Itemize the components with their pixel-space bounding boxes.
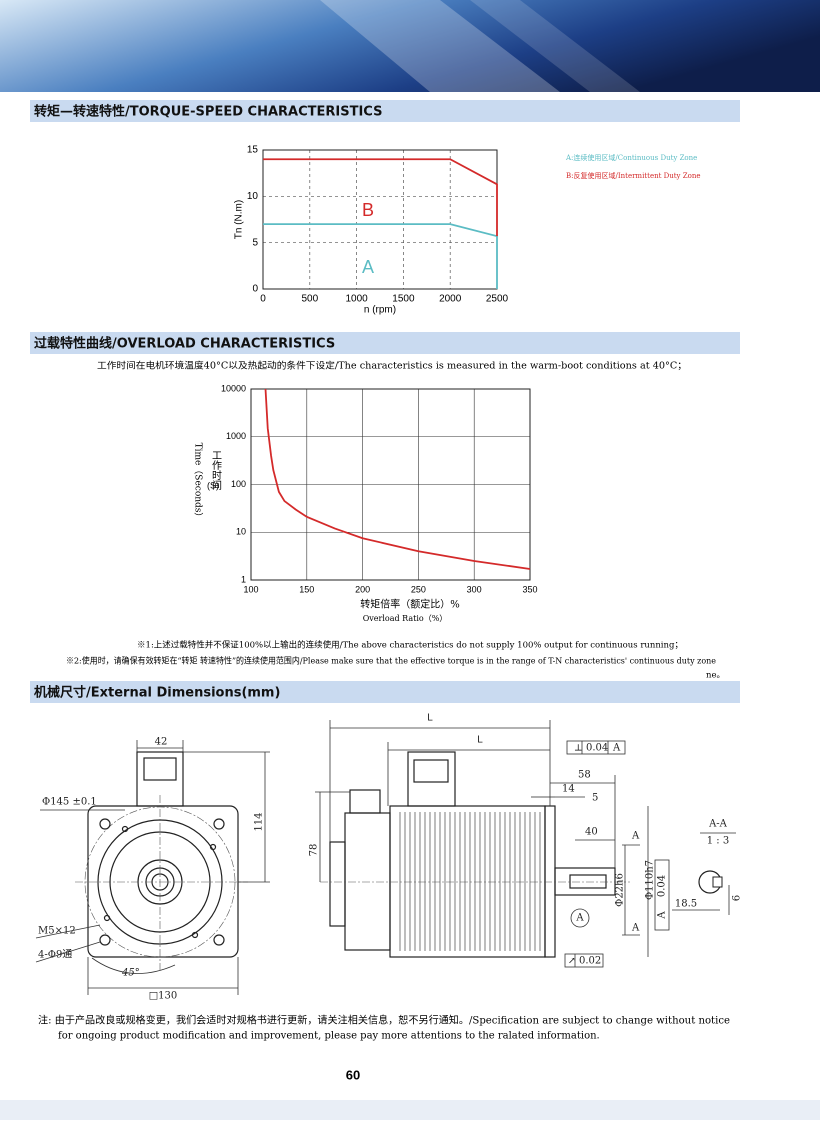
dimension-label: A [575, 913, 584, 924]
dimension-label: M5×12 [38, 926, 76, 937]
dimension-label: 5 [592, 793, 598, 804]
y-tick-label: 10000 [221, 383, 246, 393]
y-tick-label: 1 [241, 574, 246, 584]
series-line [263, 158, 498, 237]
dimension-label: 0.04 [657, 875, 668, 897]
dimension-label: 6 [732, 895, 743, 901]
side-view: ⊥ ↗ [315, 720, 736, 968]
x-tick-label: 200 [355, 584, 370, 594]
dimension-label: 58 [578, 770, 591, 781]
y-tick-label: 10 [236, 527, 246, 537]
front-view [35, 740, 270, 995]
annotation: A [362, 257, 374, 277]
x-tick-label: 100 [243, 584, 258, 594]
dimension-label: Φ145 ±0.1 [42, 797, 97, 808]
section-title: 转矩—转速特性/TORQUE-SPEED CHARACTERISTICS [34, 104, 382, 120]
section-bar [30, 332, 740, 354]
y-axis-label: (S) [207, 480, 219, 490]
series-line [263, 223, 498, 289]
y-tick-label: 0 [252, 284, 258, 295]
section-title: 机械尺寸/External Dimensions(mm) [34, 685, 280, 701]
legend-entry: A:连续使用区域/Continuous Duty Zone [565, 153, 697, 162]
dimension-label: 0.04 [586, 743, 608, 754]
svg-text:↗: ↗ [568, 957, 576, 967]
dimension-label: 40 [585, 827, 598, 838]
x-tick-label: 150 [299, 584, 314, 594]
dimension-label: 4-Φ9通 [38, 949, 72, 961]
y-tick-label: 100 [231, 479, 246, 489]
banner [0, 0, 820, 92]
dimension-label: A [631, 923, 640, 934]
plot-frame [262, 149, 498, 290]
note: ※1:上述过载特性并不保证100%以上输出的连续使用/The above cha… [137, 640, 683, 651]
dimension-label: 0.02 [579, 956, 601, 967]
dimension-label: 114 [254, 812, 265, 831]
x-tick-label: 2000 [439, 294, 462, 305]
x-axis-label: Overload Ratio（%） [363, 614, 448, 623]
footer-note: for ongoing product modification and imp… [58, 1031, 600, 1042]
chart-subtitle: 工作时间在电机环境温度40°C以及热起动的条件下设定/The character… [97, 360, 687, 372]
dimension-label: □130 [149, 991, 178, 1002]
dimension-label: A [631, 831, 640, 842]
dimension-label: 14 [562, 784, 575, 795]
banner-stripe [320, 0, 560, 92]
x-tick-label: 1000 [345, 294, 368, 305]
dimension-label: L [477, 735, 483, 746]
section-bar [30, 100, 740, 122]
banner-stripe [470, 0, 640, 92]
y-tick-label: 15 [247, 145, 259, 156]
svg-text:⊥: ⊥ [574, 744, 582, 754]
dimension-label: A [612, 743, 621, 754]
plot-frame [250, 388, 531, 581]
footer-band [0, 1100, 820, 1120]
section-title: 过载特性曲线/OVERLOAD CHARACTERISTICS [34, 336, 335, 352]
legend-entry: B:反复使用区域/Intermittent Duty Zone [566, 171, 700, 180]
x-axis-label: 转矩倍率（额定比）% [360, 598, 460, 611]
dimension-label: A-A [708, 819, 728, 830]
dimension-label: 78 [309, 844, 320, 857]
dimension-label: Φ22h6 [615, 873, 626, 907]
x-tick-label: 350 [522, 584, 537, 594]
section-bar [30, 681, 740, 703]
dimension-label: 1 : 3 [707, 836, 729, 847]
x-tick-label: 1500 [392, 294, 415, 305]
dimension-label: 18.5 [675, 899, 697, 910]
y-tick-label: 10 [247, 191, 259, 202]
page-number: 60 [346, 1067, 360, 1082]
charts: 0 500 1000 1500 2000 2500 0 5 10 15 Tn (N.m) n (rpm… [97, 145, 700, 623]
note: ※2:使用时，请确保有效转矩在“转矩 转速特性”的连续使用范围内/Please … [66, 656, 716, 667]
series-line [264, 388, 531, 570]
dimension-label: Φ110h7 [645, 860, 656, 900]
y-tick-label: 5 [252, 237, 258, 248]
note: ne。 [706, 671, 725, 681]
y-axis-label: 工作时间 [210, 450, 222, 491]
y-tick-label: 1000 [226, 431, 246, 441]
dimension-label: 42 [155, 737, 168, 748]
x-tick-label: 0 [260, 294, 266, 305]
dimension-label: A [657, 911, 668, 920]
footer-note: 注: 由于产品改良或规格变更，我们会适时对规格书进行更新，请关注相关信息，恕不另… [38, 1014, 730, 1027]
annotation: B [362, 200, 374, 220]
y-axis-label: Tn (N.m) [234, 200, 245, 239]
y-axis-label: Time（Seconds） [193, 443, 204, 522]
x-tick-label: 500 [301, 294, 318, 305]
dimension-label: 45° [121, 968, 140, 979]
x-axis-label: n (rpm) [364, 305, 396, 316]
x-tick-label: 2500 [486, 294, 509, 305]
x-tick-label: 300 [467, 584, 482, 594]
x-tick-label: 250 [411, 584, 426, 594]
dimension-label: L [427, 713, 433, 724]
